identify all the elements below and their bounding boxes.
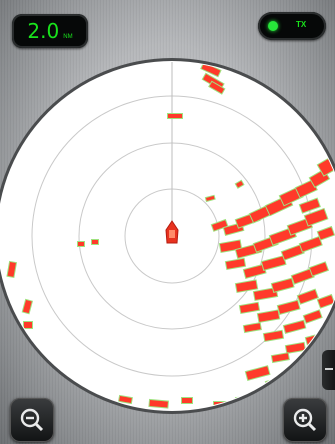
- echo-blob: [303, 310, 322, 323]
- echo-blob: [310, 262, 328, 276]
- echo-blob: [92, 240, 98, 244]
- echo-blob: [284, 320, 306, 333]
- zoom-in-button[interactable]: [283, 398, 327, 442]
- echo-blob: [272, 278, 294, 292]
- echo-blob: [287, 218, 312, 235]
- echo-blob: [299, 237, 322, 252]
- echo-blob: [292, 269, 314, 284]
- echo-blob: [300, 198, 320, 213]
- echo-blob: [206, 195, 215, 201]
- echo-blob: [263, 330, 283, 341]
- range-value: 2.0: [27, 19, 60, 43]
- transmit-label: TX: [296, 20, 307, 29]
- echo-blob: [254, 288, 278, 300]
- echo-blob: [318, 295, 334, 308]
- echo-blob: [272, 353, 289, 362]
- echo-blob: [285, 342, 305, 353]
- echo-blob: [246, 366, 270, 380]
- echo-blob: [258, 388, 282, 400]
- echo-blob: [7, 262, 16, 277]
- echo-blob: [244, 323, 261, 332]
- echo-blob: [298, 289, 318, 304]
- echo-blob: [282, 245, 304, 260]
- range-unit: NM: [63, 34, 73, 40]
- echo-blob: [236, 280, 258, 292]
- echo-blob: [24, 322, 32, 328]
- echo-blob: [305, 209, 328, 226]
- echo-blob: [244, 264, 266, 278]
- transmit-toggle[interactable]: TX: [258, 12, 326, 40]
- zoom-in-magnifier-icon: [293, 408, 317, 432]
- echo-blob: [226, 258, 245, 269]
- echo-blob: [296, 180, 317, 198]
- echo-blob: [240, 302, 259, 313]
- range-readout[interactable]: 2.0 NM: [12, 14, 88, 48]
- echo-blob: [149, 400, 168, 408]
- echo-blob: [182, 398, 192, 403]
- echo-blob: [258, 310, 280, 322]
- transmit-status-icon: [268, 21, 278, 31]
- echo-blob: [168, 114, 182, 118]
- echo-blob: [78, 242, 84, 246]
- echo-blob: [262, 256, 286, 270]
- panel-handle-icon: [325, 368, 333, 370]
- echo-blob: [278, 300, 300, 314]
- echo-blob: [209, 82, 225, 94]
- echo-blob: [236, 180, 244, 188]
- echo-blob: [212, 220, 228, 231]
- zoom-out-button[interactable]: [10, 398, 54, 442]
- zoom-out-magnifier-icon: [20, 408, 44, 432]
- echo-blob: [318, 227, 334, 240]
- echo-blob: [119, 396, 132, 404]
- own-boat-icon: [165, 220, 179, 244]
- echo-blob: [201, 63, 221, 77]
- panel-handle[interactable]: [322, 350, 335, 390]
